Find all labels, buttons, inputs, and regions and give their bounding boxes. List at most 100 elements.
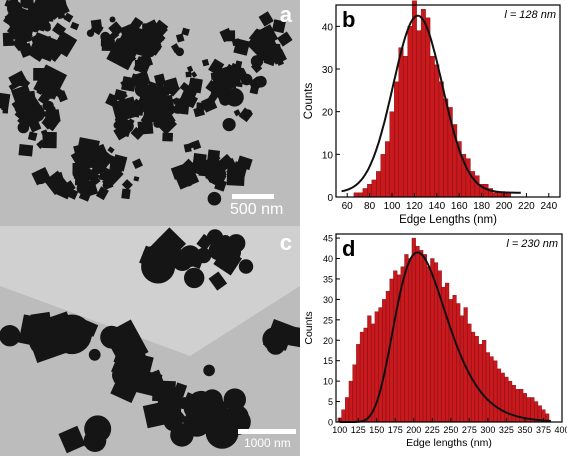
tem-particle [214, 178, 227, 192]
x-tick-label: 100 [332, 425, 347, 435]
x-axis-label: Edge lengths (nm) [406, 437, 492, 449]
histogram-bar [353, 192, 359, 198]
histogram-bar [389, 111, 395, 198]
tem-particle [103, 319, 149, 367]
y-tick-label: 5 [328, 397, 333, 407]
tem-particle [181, 27, 190, 36]
tem-particle [151, 104, 176, 130]
histogram-bar [434, 64, 440, 198]
tem-particle [65, 187, 79, 200]
tem-particle [73, 142, 91, 160]
tem-particle [1, 102, 8, 110]
tem-particle [222, 118, 236, 132]
y-tick-label: 35 [323, 274, 333, 284]
tem-particle [120, 116, 128, 125]
tem-particle [231, 90, 240, 99]
tem-particle [238, 259, 254, 274]
x-tick-label: 300 [480, 425, 495, 435]
histogram-bar [415, 246, 420, 423]
tem-particle [90, 158, 108, 176]
tem-particle [276, 58, 284, 66]
tem-particle [170, 423, 194, 447]
tem-particle [90, 22, 104, 36]
tem-particle [236, 81, 243, 88]
y-tick-label: 10 [322, 150, 334, 161]
tem-particle [233, 109, 241, 117]
histogram-bar [404, 254, 409, 423]
histogram-bar [430, 258, 435, 423]
tem-particle [107, 146, 115, 154]
panel-label: d [342, 236, 355, 261]
tem-particle [212, 154, 221, 163]
tem-particle [203, 364, 215, 377]
tem-particle [132, 26, 159, 53]
tem-particle [84, 429, 102, 449]
x-tick-label: 250 [443, 425, 458, 435]
tem-particle [184, 267, 205, 289]
tem-particle [213, 246, 243, 276]
histogram-bar [389, 278, 394, 423]
tem-particle [258, 11, 274, 27]
tem-particle [261, 48, 272, 58]
tem-particle [238, 107, 254, 123]
tem-particle [288, 326, 300, 349]
tem-particle [205, 415, 239, 449]
tem-particle [205, 79, 219, 94]
x-tick-label: 200 [496, 201, 513, 212]
tem-particle [223, 388, 246, 411]
tem-particle [255, 75, 267, 88]
tem-particle [27, 131, 38, 142]
tem-particle [72, 170, 83, 181]
y-axis-label: Counts [303, 83, 315, 120]
tem-particle [143, 127, 149, 133]
tem-particle [219, 27, 234, 43]
tem-particle [8, 70, 28, 89]
histogram-bar [459, 315, 465, 423]
histogram-bar [493, 360, 498, 423]
tem-particle [200, 96, 218, 113]
histogram-bar [456, 303, 461, 423]
tem-particle [191, 139, 202, 151]
tem-particle [236, 68, 248, 80]
histogram-bar [497, 192, 502, 198]
plot-frame [335, 233, 563, 423]
histogram-bar [485, 352, 490, 423]
x-tick-label: 140 [428, 201, 445, 212]
tem-particle [4, 0, 14, 9]
histogram-bar [419, 250, 424, 423]
size-annotation: l = 230 nm [506, 238, 558, 250]
histogram-bar [445, 282, 450, 423]
x-tick-label: 275 [462, 425, 477, 435]
x-tick-label: 180 [473, 201, 490, 212]
tem-particle [115, 40, 137, 62]
tem-particle [153, 73, 166, 87]
tem-particle [226, 168, 235, 178]
scale-bar-c [238, 429, 296, 434]
histogram-bar [371, 179, 377, 198]
histogram-bar [394, 81, 399, 198]
tem-particle [147, 40, 163, 56]
tem-particle [20, 0, 34, 9]
histogram-bar [393, 270, 398, 423]
tem-particle [152, 242, 173, 262]
tem-particle [118, 125, 127, 134]
tem-particle [133, 56, 152, 75]
histogram-bar [474, 175, 480, 198]
histogram-bar [420, 9, 426, 198]
y-tick-label: 40 [323, 254, 333, 264]
tem-particle [36, 139, 46, 150]
histogram-bar [411, 237, 416, 423]
tem-particle [40, 129, 49, 137]
panel-label-c: c [279, 230, 292, 255]
tem-particle [262, 327, 286, 351]
histogram-bar [398, 47, 404, 198]
histogram-bar [452, 295, 457, 423]
tem-particle [111, 154, 128, 172]
tem-particle [208, 92, 218, 102]
x-tick-label: 375 [536, 425, 551, 435]
histogram-bar [348, 380, 353, 423]
histogram-bar [425, 17, 431, 198]
tem-particle [57, 185, 68, 196]
fit-curve [341, 14, 521, 194]
tem-particle [253, 43, 262, 52]
